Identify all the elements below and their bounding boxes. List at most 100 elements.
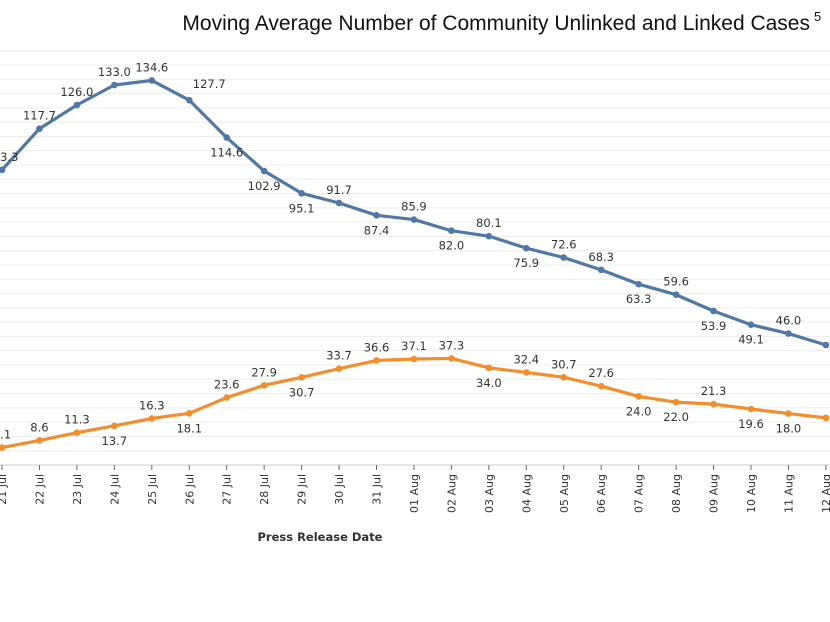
x-tick-label: 27 Jul: [221, 474, 234, 505]
data-label: 95.1: [289, 201, 315, 215]
x-axis-ticks: 21 Jul 22 Jul 23 Jul 24 Jul 25 Jul 26 Jul 27 J…: [0, 465, 830, 513]
data-point: [672, 398, 680, 406]
data-label: 82.0: [439, 239, 465, 253]
data-point: [335, 365, 343, 373]
data-label: 6.1: [0, 428, 11, 442]
data-point: [73, 101, 81, 109]
data-point: [111, 422, 118, 430]
x-tick-label: 23 Jul: [71, 474, 84, 505]
x-tick-label: 09 Aug: [708, 474, 721, 513]
x-tick-label: 29 Jul: [296, 474, 309, 505]
data-label: 30.7: [551, 357, 577, 371]
data-point: [785, 330, 792, 337]
data-label: 80.1: [476, 216, 502, 230]
data-label: 32.4: [513, 352, 539, 366]
x-tick-label: 03 Aug: [483, 474, 496, 513]
x-tick-label: 22 Jul: [33, 474, 46, 505]
data-point: [523, 369, 530, 376]
data-point: [523, 244, 530, 252]
data-label: 23.6: [214, 378, 240, 392]
data-point: [710, 307, 717, 315]
data-label: 27.6: [588, 366, 614, 380]
series-1: 6.1 8.6 11.3 13.7 16.3 18.1 23.6 27.9 30.7 33.7 36…: [0, 338, 830, 451]
data-label: 46.0: [776, 314, 802, 328]
data-label: 22.0: [663, 410, 689, 424]
data-point: [410, 355, 418, 363]
data-point: [0, 166, 6, 174]
data-label: 72.6: [551, 238, 577, 252]
data-point: [448, 227, 455, 235]
data-point: [635, 393, 642, 400]
x-tick-label: 25 Jul: [146, 474, 159, 505]
x-tick-label: 30 Jul: [333, 474, 346, 505]
data-point: [373, 211, 380, 219]
data-label: 85.9: [401, 200, 427, 214]
x-tick-label: 08 Aug: [670, 474, 683, 513]
data-point: [672, 291, 680, 299]
data-label: 91.7: [326, 183, 352, 197]
data-point: [373, 357, 380, 364]
data-point: [0, 444, 6, 451]
data-point: [111, 81, 118, 89]
chart-title: Moving Average Number of Community Unlin…: [182, 12, 810, 35]
data-label: 102.9: [248, 179, 281, 193]
data-point: [260, 381, 268, 389]
data-label: 117.7: [23, 109, 56, 123]
data-point: [223, 394, 230, 401]
data-label: 33.7: [326, 349, 352, 363]
data-label: 37.1: [401, 339, 427, 353]
data-label: 49.1: [738, 333, 764, 347]
data-point: [747, 321, 755, 329]
x-tick-label: 12 Aug: [820, 474, 830, 513]
data-label: 59.6: [663, 275, 689, 289]
data-label: 30.7: [289, 385, 315, 399]
data-point: [298, 189, 305, 197]
data-point: [747, 405, 755, 413]
data-label: 24.0: [626, 404, 652, 418]
data-point: [410, 216, 418, 223]
x-tick-label: 28 Jul: [258, 474, 271, 505]
data-label: 21.3: [701, 384, 727, 398]
data-point: [822, 341, 830, 349]
data-point: [485, 364, 493, 372]
chart-title-text: Moving Average Number of Community Unlin…: [182, 12, 810, 35]
data-label: 63.3: [626, 292, 652, 306]
data-point: [485, 232, 493, 240]
x-tick-label: 02 Aug: [445, 474, 458, 513]
x-axis-label: Press Release Date: [257, 530, 382, 544]
data-point: [73, 429, 81, 437]
data-label: 134.6: [135, 60, 168, 74]
data-point: [635, 280, 642, 288]
data-point: [148, 77, 156, 84]
data-point: [223, 134, 230, 141]
data-label: 87.4: [364, 223, 390, 237]
data-label: 53.9: [701, 319, 727, 333]
x-tick-label: 31 Jul: [371, 474, 384, 505]
data-label: 36.6: [364, 340, 390, 354]
data-label: 13.7: [102, 434, 128, 448]
x-tick-label: 26 Jul: [183, 474, 196, 505]
data-point: [298, 373, 305, 381]
data-label: 75.9: [513, 256, 539, 270]
data-point: [560, 373, 568, 381]
series-0: 103.3 117.7 126.0 133.0 134.6 127.7 114.6 102.9…: [0, 60, 830, 349]
data-label: 34.0: [476, 376, 502, 390]
data-label: 114.6: [210, 146, 243, 160]
data-label: 68.3: [588, 250, 614, 264]
data-label: 19.6: [738, 417, 764, 431]
x-tick-label: 21 Jul: [0, 474, 9, 505]
data-point: [36, 437, 43, 444]
x-tick-label: 24 Jul: [108, 474, 121, 505]
x-tick-label: 05 Aug: [558, 474, 571, 513]
chart-title-superscript: 5: [814, 9, 821, 24]
data-label: 18.0: [776, 422, 802, 436]
data-label: 133.0: [98, 65, 131, 79]
x-tick-label: 04 Aug: [520, 474, 533, 513]
data-point: [148, 415, 156, 422]
data-point: [448, 355, 455, 362]
x-tick-label: 11 Aug: [782, 474, 795, 513]
data-point: [560, 254, 568, 261]
x-tick-label: 07 Aug: [633, 474, 646, 513]
data-label: 103.3: [0, 150, 18, 164]
data-point: [597, 266, 605, 274]
